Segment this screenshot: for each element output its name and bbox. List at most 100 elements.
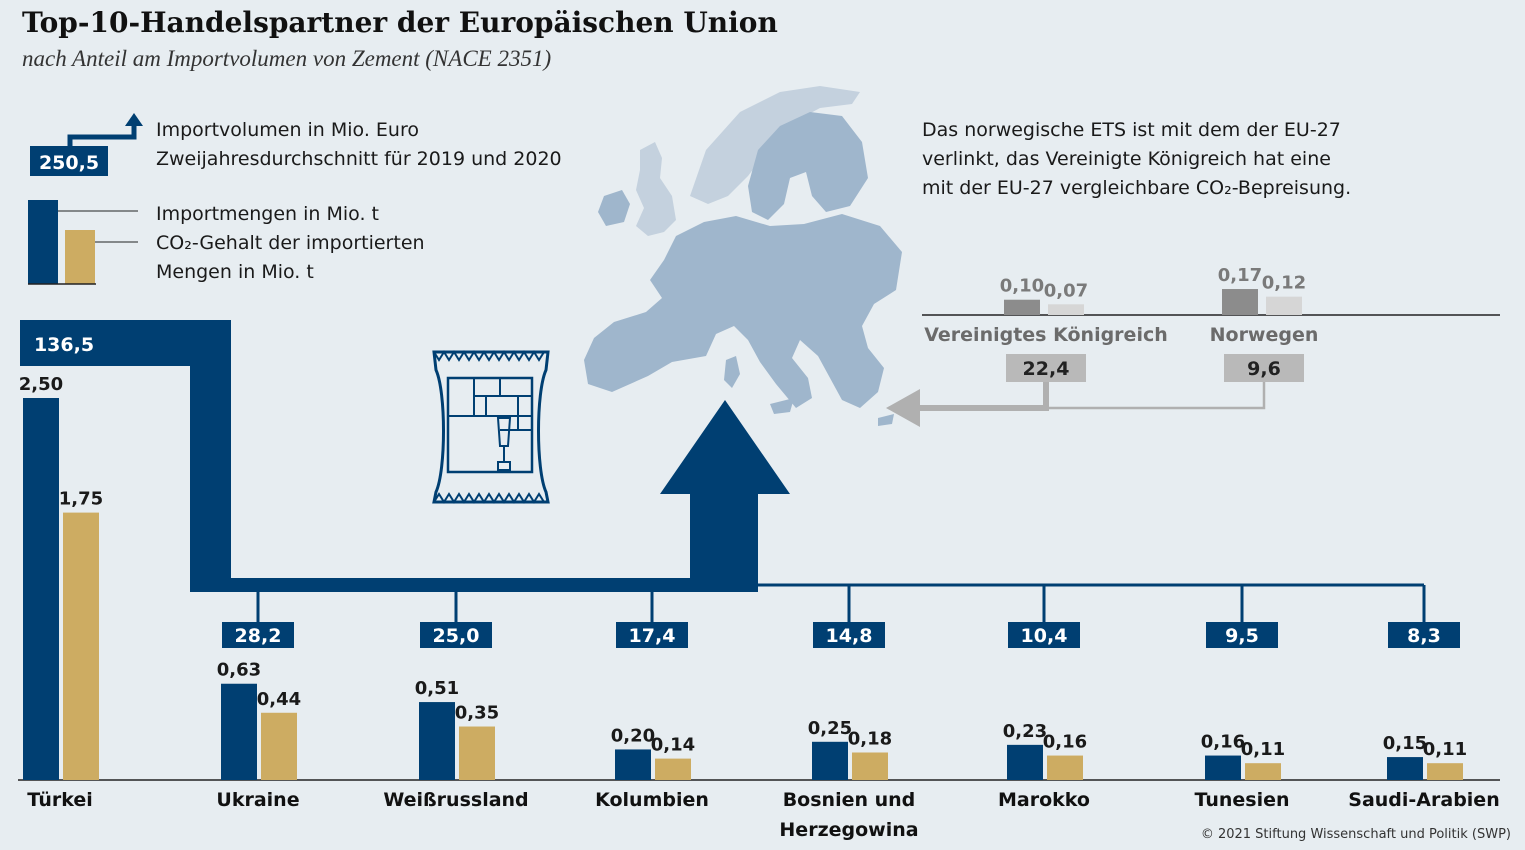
legend-bars-text: Importmengen in Mio. t CO₂-Gehalt der im… [156,200,425,287]
country-label-ukraine: Ukraine [216,789,299,811]
co2-bar-bosnien-und-herzegowina [852,752,888,780]
eu-ets-note: Das norwegische ETS ist mit dem der EU-2… [922,116,1442,203]
volume-box-saudi-arabien [1388,622,1460,648]
import-label-ukraine: 0,63 [217,660,261,681]
volume-label-türkei: 136,5 [34,334,94,356]
co2-bar-tunesien [1245,763,1281,780]
volume-label-norwegen: 9,6 [1247,358,1281,380]
co2-label-tunesien: 0,11 [1241,739,1285,760]
volume-box-bosnien-und-herzegowina [813,622,885,648]
import-bar-vereinigtes-königreich [1004,299,1040,315]
credit-line: © 2021 Stiftung Wissenschaft und Politik… [1200,827,1511,842]
volume-label-saudi-arabien: 8,3 [1407,625,1441,647]
europe-map [584,86,902,426]
volume-box-ukraine [222,622,294,648]
note-line2: verlinkt, das Vereinigte Königreich hat … [922,148,1331,170]
volume-box-marokko [1008,622,1080,648]
import-label-saudi-arabien: 0,15 [1383,733,1427,754]
legend-bars-line2: CO₂-Gehalt der importierten [156,232,425,254]
volume-label-tunesien: 9,5 [1225,625,1259,647]
co2-label-bosnien-und-herzegowina: 0,18 [848,728,892,749]
map-ireland [598,190,630,226]
map-norway [690,86,860,204]
import-label-weißrussland: 0,51 [415,678,459,699]
import-bar-saudi-arabien [1387,757,1423,780]
co2-label-marokko: 0,16 [1043,732,1087,753]
co2-bar-kolumbien [655,758,691,780]
legend-volume-line1: Importvolumen in Mio. Euro [156,119,419,141]
volume-box-weißrussland [420,622,492,648]
country-label-tunesien: Tunesien [1194,789,1289,811]
co2-bar-norwegen [1266,296,1302,315]
note-line1: Das norwegische ETS ist mit dem der EU-2… [922,119,1341,141]
co2-bar-marokko [1047,755,1083,780]
chart-subtitle: nach Anteil am Importvolumen von Zement … [22,46,552,71]
co2-label-saudi-arabien: 0,11 [1423,739,1467,760]
country-label-vereinigtes-königreich: Vereinigtes Königreich [924,324,1168,346]
volume-label-vereinigtes-königreich: 22,4 [1023,358,1070,380]
volume-label-marokko: 10,4 [1021,625,1068,647]
import-bar-kolumbien [615,749,651,780]
import-bar-marokko [1007,744,1043,780]
volume-label-bosnien-und-herzegowina: 14,8 [826,625,873,647]
volume-label-weißrussland: 25,0 [433,625,480,647]
import-bar-weißrussland [419,702,455,780]
country-label-weißrussland: Weißrussland [383,789,528,811]
note-line3: mit der EU-27 vergleichbare CO₂-Bepreisu… [922,177,1352,199]
arrow-up-icon [67,124,137,146]
co2-label-vereinigtes-königreich: 0,07 [1044,280,1088,301]
turkey-flow-shape [20,320,790,592]
country-label-bosnien-und-herzegowina: Bosnien und [783,789,916,811]
map-mainland [584,214,902,408]
co2-bar-türkei [63,512,99,780]
country-label-kolumbien: Kolumbien [595,789,709,811]
import-bar-bosnien-und-herzegowina [812,741,848,780]
country-label-bosnien-und-herzegowina: Herzegowina [779,819,918,841]
legend-bars [28,200,138,285]
co2-bar-saudi-arabien [1427,763,1463,780]
co2-label-ukraine: 0,44 [257,689,301,710]
volume-box-kolumbien [616,622,688,648]
volume-box-vereinigtes-königreich [1006,354,1086,382]
legend-volume: 250,5 [30,113,143,176]
country-label-norwegen: Norwegen [1210,324,1319,346]
country-label-türkei: Türkei [27,789,93,811]
map-cyprus [878,414,894,426]
import-bar-ukraine [221,683,257,780]
flow-network [20,320,1426,622]
map-sardinia [724,356,740,388]
comparison-section: 0,10 0,07 Vereinigtes Königreich 22,4 0,17 0,… [886,265,1500,427]
co2-bar-ukraine [261,712,297,780]
volume-box-norwegen [1224,354,1304,382]
arrow-left-icon [920,380,1049,411]
import-label-norwegen: 0,17 [1218,265,1262,286]
legend-volume-sample: 250,5 [39,152,99,174]
import-label-türkei: 2,50 [19,374,63,395]
import-label-bosnien-und-herzegowina: 0,25 [808,718,852,739]
map-scandinavia [748,112,868,220]
import-bar-türkei [23,398,59,780]
volume-box-tunesien [1206,622,1278,648]
legend-volume-line2: Zweijahresdurchschnitt für 2019 und 2020 [156,148,562,170]
co2-bar-weißrussland [459,726,495,780]
country-label-saudi-arabien: Saudi-Arabien [1348,789,1499,811]
legend-volume-text: Importvolumen in Mio. Euro Zweijahresdur… [156,116,562,174]
country-label-marokko: Marokko [998,789,1090,811]
co2-label-türkei: 1,75 [59,489,103,510]
import-label-marokko: 0,23 [1003,721,1047,742]
co2-label-norwegen: 0,12 [1262,273,1306,294]
import-label-tunesien: 0,16 [1201,732,1245,753]
map-uk [636,142,676,236]
import-label-vereinigtes-königreich: 0,10 [1000,276,1044,297]
co2-label-kolumbien: 0,14 [651,735,695,756]
legend-bars-line1: Importmengen in Mio. t [156,203,379,225]
import-bar-tunesien [1205,755,1241,780]
import-label-kolumbien: 0,20 [611,725,655,746]
map-sicily [770,398,794,414]
import-bar-norwegen [1222,289,1258,315]
volume-label-kolumbien: 17,4 [629,625,676,647]
volume-label-ukraine: 28,2 [235,625,282,647]
cement-bag-icon [432,350,550,504]
legend-bars-line3: Mengen in Mio. t [156,261,314,283]
